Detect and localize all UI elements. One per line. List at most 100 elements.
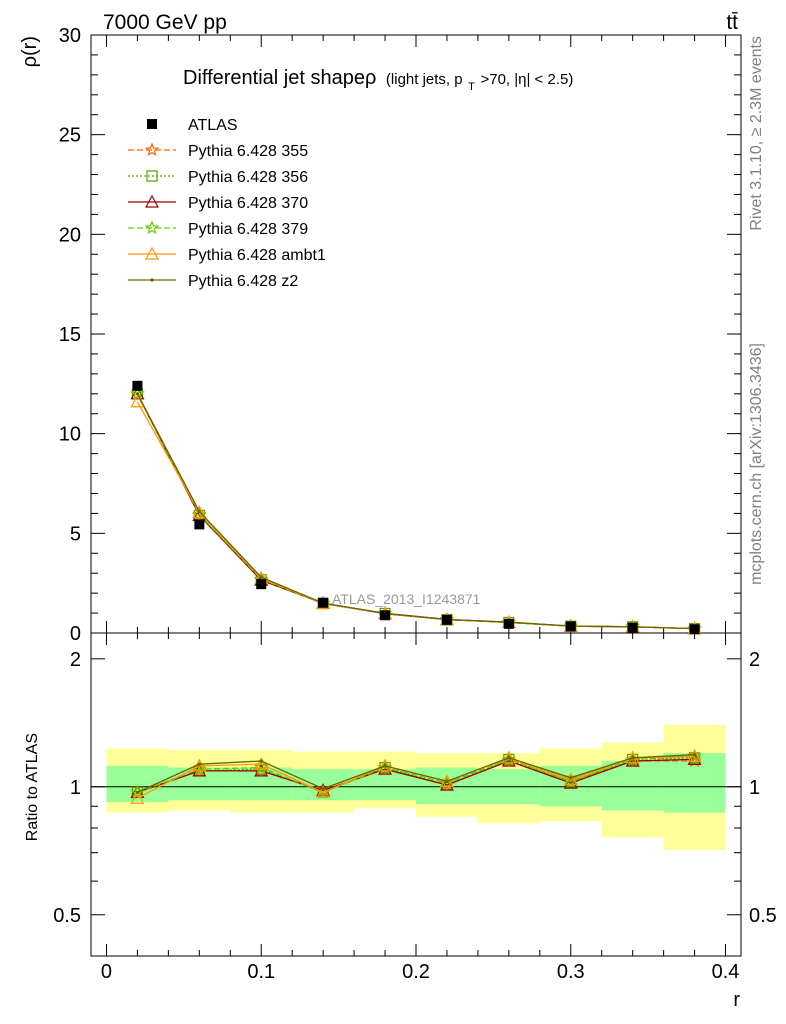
stat-uncertainty-band bbox=[230, 767, 293, 801]
series-point-pythia-6-428-370 bbox=[130, 386, 145, 400]
series-point-pythia-6-428-ambt1 bbox=[192, 505, 207, 519]
plot-title-main: Differential jet shapeρ bbox=[183, 67, 376, 89]
ratio-point-pythia-6-428-ambt1 bbox=[687, 748, 702, 762]
stat-uncertainty-band bbox=[601, 760, 664, 811]
ratio-point-pythia-6-428-z2 bbox=[692, 753, 697, 757]
atlas-data-point bbox=[689, 624, 700, 635]
ratio-point-pythia-6-428-z2 bbox=[445, 779, 449, 783]
series-point-pythia-6-428-z2 bbox=[135, 392, 140, 396]
ratio-point-pythia-6-428-ambt1 bbox=[316, 785, 331, 799]
stat-uncertainty-band bbox=[663, 753, 726, 813]
legend-entry: Pythia 6.428 356 bbox=[128, 169, 308, 186]
ratio-point-pythia-6-428-z2 bbox=[197, 762, 201, 766]
legend-entry: Pythia 6.428 355 bbox=[128, 142, 308, 160]
atlas-data-point bbox=[441, 614, 452, 625]
legend-label: Pythia 6.428 379 bbox=[188, 221, 308, 238]
plot-title-sub: (light jets, p bbox=[386, 71, 463, 88]
legend-label: Pythia 6.428 356 bbox=[188, 169, 308, 186]
main-y-tick-label: 30 bbox=[59, 25, 81, 47]
legend-marker bbox=[146, 170, 158, 182]
atlas-data-point bbox=[627, 622, 638, 633]
ratio-y-axis: 0.5 0.5 1 1 2 2 bbox=[53, 649, 777, 957]
main-y-tick-label: 20 bbox=[59, 224, 81, 246]
ratio-y-tick-label: 0.5 bbox=[53, 905, 81, 927]
ratio-point-pythia-6-428-z2 bbox=[135, 790, 140, 795]
legend-entry: Pythia 6.428 370 bbox=[128, 194, 308, 212]
atlas-data-point bbox=[503, 618, 514, 629]
x-tick-label: 0 bbox=[101, 961, 112, 983]
ratio-point-pythia-6-428-379 bbox=[501, 751, 517, 766]
ratio-y-tick-label: 1 bbox=[70, 777, 81, 799]
main-y-tick-label: 0 bbox=[70, 623, 81, 645]
ratio-y-tick-label-right: 1 bbox=[749, 777, 760, 799]
legend-label: Pythia 6.428 ambt1 bbox=[188, 247, 326, 264]
ratio-point-pythia-6-428-ambt1 bbox=[130, 790, 145, 804]
energy-label: 7000 GeV pp bbox=[103, 11, 227, 34]
legend-label: Pythia 6.428 370 bbox=[188, 195, 308, 212]
ratio-y-tick-label-right: 0.5 bbox=[749, 905, 777, 927]
mcplots-reference-label: mcplots.cern.ch [arXiv:1306.3436] bbox=[748, 343, 765, 585]
x-axis-label: r bbox=[733, 989, 740, 1011]
ratio-point-pythia-6-428-ambt1 bbox=[254, 756, 269, 770]
x-axis: 0 0.1 0.2 0.3 0.4 bbox=[101, 35, 740, 983]
ratio-plot-series bbox=[130, 748, 702, 804]
ratio-point-pythia-6-428-z2 bbox=[383, 764, 387, 768]
series-point-pythia-6-428-ambt1 bbox=[130, 394, 145, 408]
legend-label: Pythia 6.428 z2 bbox=[188, 273, 298, 290]
main-y-tick-label: 25 bbox=[59, 125, 81, 147]
ratio-point-pythia-6-428-z2 bbox=[321, 787, 325, 791]
plot-title: Differential jet shapeρ (light jets, p T… bbox=[183, 67, 573, 95]
ratio-uncertainty-bands bbox=[106, 724, 726, 851]
legend-marker bbox=[144, 194, 160, 208]
ratio-line-pythia-6-428-356 bbox=[137, 757, 695, 794]
ratio-point-pythia-6-428-ambt1 bbox=[501, 750, 516, 764]
ratio-y-tick-label-right: 2 bbox=[749, 649, 760, 671]
ratio-line-pythia-6-428-370 bbox=[137, 758, 695, 794]
atlas-data-point bbox=[194, 519, 205, 530]
atlas-data-point bbox=[380, 610, 391, 621]
legend-marker bbox=[144, 246, 160, 260]
rivet-version-label: Rivet 3.1.10, ≥ 2.3M events bbox=[748, 36, 765, 231]
ratio-y-axis-label: Ratio to ATLAS bbox=[24, 733, 41, 841]
ratio-point-pythia-6-428-379 bbox=[563, 773, 579, 788]
legend-entry: Pythia 6.428 z2 bbox=[128, 273, 298, 290]
series-line-pythia-6-428-z2 bbox=[136, 393, 695, 630]
main-y-tick-label: 15 bbox=[59, 324, 81, 346]
legend-entry: Pythia 6.428 ambt1 bbox=[128, 246, 326, 264]
ratio-point-pythia-6-428-379 bbox=[377, 759, 393, 774]
x-tick-label: 0.3 bbox=[557, 961, 585, 983]
analysis-watermark: ATLAS_2013_I1243871 bbox=[332, 591, 481, 607]
process-label: tt̄ bbox=[726, 11, 738, 34]
x-tick-label: 0.4 bbox=[712, 961, 740, 983]
ratio-line-pythia-6-428-379 bbox=[137, 755, 695, 794]
series-point-pythia-6-428-z2 bbox=[259, 575, 263, 579]
ratio-point-pythia-6-428-ambt1 bbox=[378, 758, 393, 772]
atlas-data-point bbox=[256, 579, 267, 590]
legend-label: Pythia 6.428 355 bbox=[188, 143, 308, 160]
ratio-point-pythia-6-428-z2 bbox=[507, 756, 511, 760]
legend-marker bbox=[144, 142, 160, 157]
atlas-data-point bbox=[132, 380, 143, 391]
legend-entry: ATLAS bbox=[147, 117, 238, 134]
x-tick-label: 0.1 bbox=[247, 961, 275, 983]
legend-label: ATLAS bbox=[188, 117, 238, 134]
legend-marker bbox=[150, 278, 154, 282]
plot-title-sub-rest: >70, |η| < 2.5) bbox=[480, 71, 573, 88]
ratio-point-pythia-6-428-z2 bbox=[569, 776, 573, 780]
ratio-point-pythia-6-428-379 bbox=[439, 775, 455, 790]
main-y-axis: 0 5 10 15 20 25 30 bbox=[59, 25, 741, 645]
legend-marker bbox=[147, 119, 157, 129]
ratio-line-pythia-6-428-z2 bbox=[137, 754, 695, 793]
legend-entry: Pythia 6.428 379 bbox=[128, 220, 308, 238]
legend-marker bbox=[144, 220, 160, 235]
atlas-data-point bbox=[565, 621, 576, 632]
ratio-point-pythia-6-428-ambt1 bbox=[563, 772, 578, 786]
plot-title-sub-index: T bbox=[468, 81, 475, 93]
ratio-point-pythia-6-428-z2 bbox=[259, 759, 263, 763]
x-tick-label: 0.2 bbox=[402, 961, 430, 983]
main-y-axis-label: ρ(r) bbox=[19, 36, 41, 67]
series-point-pythia-6-428-z2 bbox=[197, 509, 201, 514]
legend: ATLAS Pythia 6.428 355 Pythia 6.428 356 Pyt… bbox=[128, 117, 326, 290]
ratio-point-pythia-6-428-z2 bbox=[631, 756, 635, 760]
